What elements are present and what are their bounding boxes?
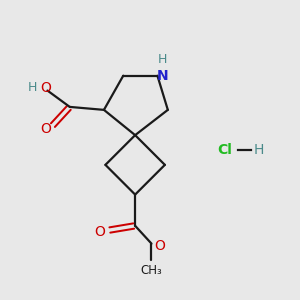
Text: O: O [94,225,106,239]
Text: O: O [40,81,51,94]
Text: H: H [253,143,264,157]
Text: H: H [158,53,167,66]
Text: O: O [154,239,165,253]
Text: H: H [27,81,37,94]
Text: CH₃: CH₃ [141,264,162,277]
Text: N: N [157,69,169,83]
Text: O: O [40,122,51,136]
Text: Cl: Cl [217,143,232,157]
